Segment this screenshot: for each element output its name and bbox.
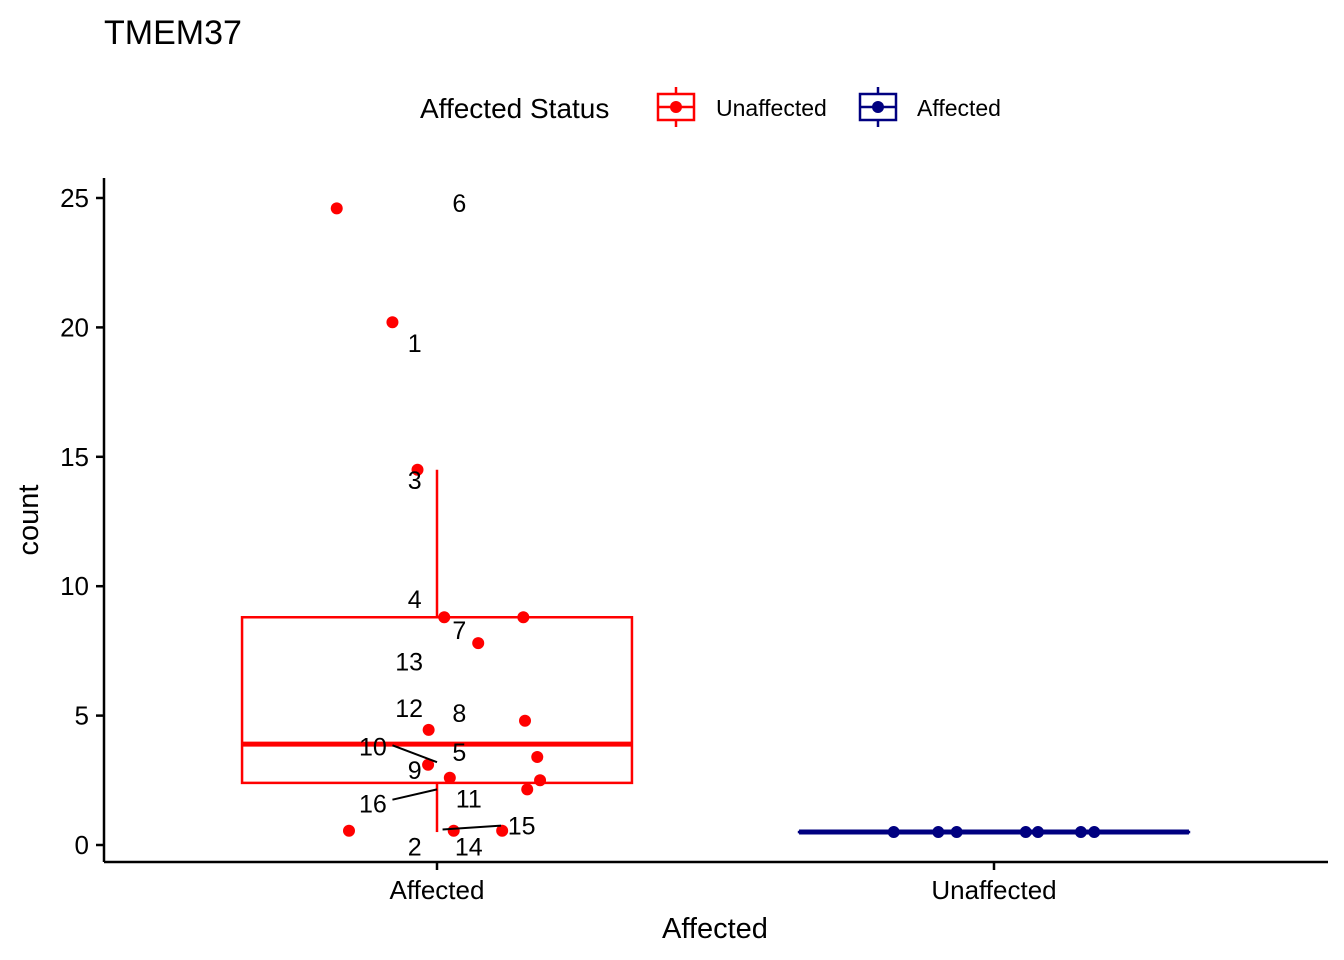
- chart-title: TMEM37: [104, 14, 242, 52]
- point-label: 13: [395, 648, 423, 676]
- point-label: 7: [452, 617, 466, 645]
- data-point: [438, 611, 451, 624]
- data-point: [443, 771, 456, 784]
- point-label: 16: [359, 791, 387, 819]
- y-tick-label: 20: [60, 312, 89, 342]
- data-point: [521, 783, 534, 796]
- data-point: [330, 202, 343, 215]
- data-point: [342, 824, 355, 837]
- data-point: [531, 751, 544, 764]
- y-axis-ticks: 0 5 10 15 20 25: [60, 183, 104, 860]
- point-label: 1: [408, 330, 422, 358]
- data-point: [887, 826, 900, 839]
- data-point: [1074, 826, 1087, 839]
- x-tick-label-unaffected: Unaffected: [931, 875, 1056, 905]
- legend-label-unaffected: Unaffected: [716, 95, 827, 121]
- point-label: 6: [452, 190, 466, 218]
- data-point: [422, 758, 435, 771]
- y-tick-label: 0: [75, 830, 89, 860]
- data-point: [517, 611, 530, 624]
- y-tick-label: 5: [75, 701, 89, 731]
- data-point: [386, 316, 399, 329]
- point-label: 3: [408, 467, 422, 495]
- label-leader-line: [392, 788, 438, 801]
- point-label: 11: [456, 785, 482, 813]
- legend-point: [872, 101, 884, 113]
- data-point: [411, 463, 424, 476]
- data-point: [496, 824, 509, 837]
- y-tick-label: 10: [60, 571, 89, 601]
- legend-key-unaffected: [656, 87, 696, 127]
- data-point: [472, 637, 485, 650]
- point-group: [330, 202, 1101, 839]
- data-point: [534, 774, 547, 787]
- data-point: [950, 826, 963, 839]
- label-leader-line: [442, 824, 502, 831]
- legend-key-affected: [858, 87, 898, 127]
- data-point: [1088, 826, 1101, 839]
- x-axis-ticks: Affected Unaffected: [390, 862, 1057, 905]
- legend-label-affected: Affected: [917, 95, 1001, 121]
- point-label: 8: [452, 700, 466, 728]
- point-label: 14: [455, 833, 483, 861]
- data-point: [932, 826, 945, 839]
- legend-point: [670, 101, 682, 113]
- y-tick-label: 25: [60, 183, 89, 213]
- data-point: [519, 714, 532, 727]
- box-affected: [240, 469, 634, 833]
- data-point: [1019, 826, 1032, 839]
- legend: Affected Status Unaffected Affected: [420, 87, 1001, 127]
- box-group: [240, 469, 1191, 835]
- point-label: 15: [508, 813, 536, 841]
- point-label: 5: [452, 739, 466, 767]
- label-leader-line: [392, 744, 438, 764]
- point-label: 10: [359, 734, 387, 762]
- point-label: 4: [408, 586, 422, 614]
- data-point: [1032, 826, 1045, 839]
- legend-title: Affected Status: [420, 93, 609, 124]
- point-label: 2: [408, 833, 422, 861]
- point-label: 9: [408, 757, 422, 785]
- point-label: 12: [395, 695, 423, 723]
- x-tick-label-affected: Affected: [390, 875, 485, 905]
- data-point: [422, 723, 435, 736]
- x-axis-title: Affected: [662, 913, 768, 945]
- box-body: [240, 616, 634, 785]
- y-axis-title: count: [13, 485, 45, 556]
- y-tick-label: 15: [60, 442, 89, 472]
